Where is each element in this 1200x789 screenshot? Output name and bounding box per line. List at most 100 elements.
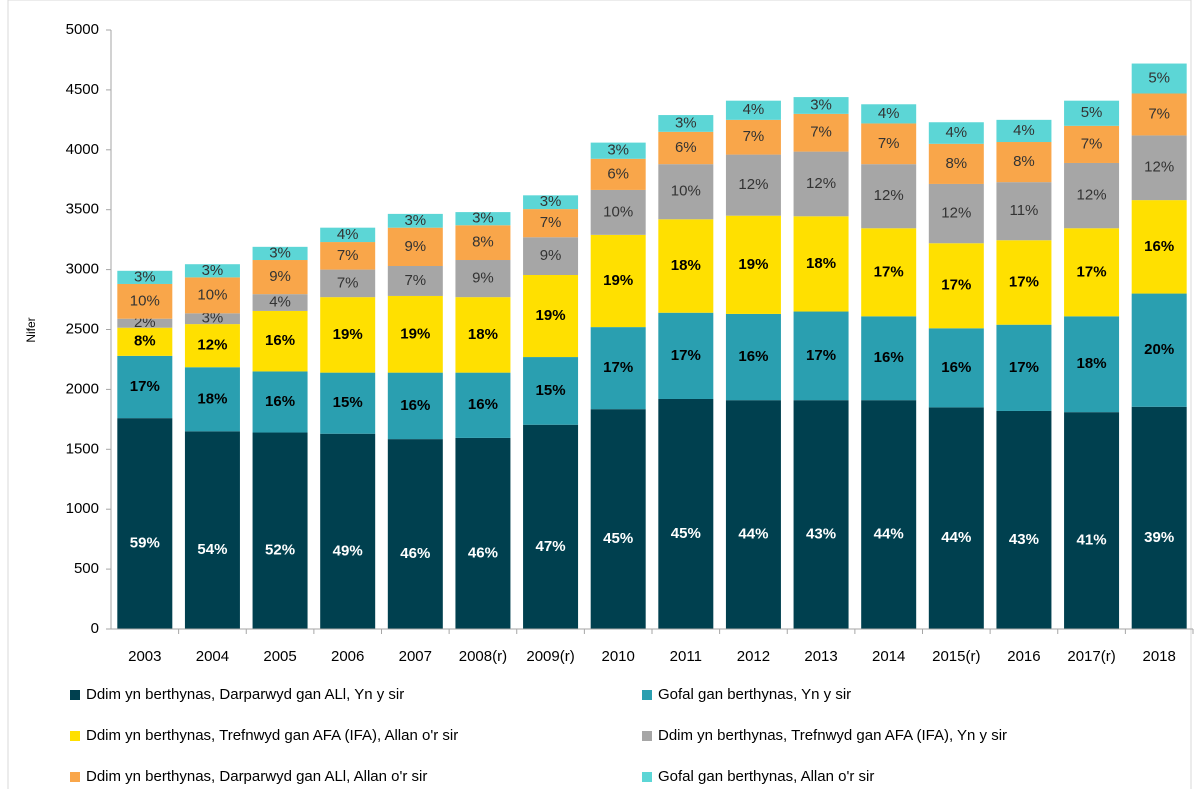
segment-label: 18% <box>1077 355 1107 372</box>
segment-label: 4% <box>878 105 900 122</box>
bar-segment <box>117 327 173 356</box>
segment-label: 4% <box>743 101 765 118</box>
segment-label: 12% <box>1144 159 1174 176</box>
bar-segment <box>658 131 714 165</box>
bar-segment <box>590 234 646 328</box>
bar-segment <box>184 277 240 314</box>
segment-label: 8% <box>134 333 156 350</box>
segment-label: 19% <box>400 325 430 342</box>
segment-label: 18% <box>197 390 227 407</box>
bar-segment <box>996 142 1052 183</box>
segment-label: 12% <box>806 175 836 192</box>
bar-segment <box>793 311 849 401</box>
x-tick-label: 2010 <box>602 648 635 665</box>
segment-label: 10% <box>197 286 227 303</box>
y-tick-label: 4500 <box>66 81 99 98</box>
bar-segment <box>793 97 849 114</box>
legend-label: Ddim yn berthynas, Darparwyd gan ALl, Yn… <box>86 686 404 703</box>
segment-label: 9% <box>540 247 562 264</box>
y-tick-label: 3000 <box>66 261 99 278</box>
x-tick-label: 2015(r) <box>932 648 980 665</box>
bar-segment <box>252 432 308 629</box>
x-tick-label: 2016 <box>1007 648 1040 665</box>
segment-label: 43% <box>1009 531 1039 548</box>
segment-label: 20% <box>1144 341 1174 358</box>
bar-segment <box>117 283 173 319</box>
bar-segment <box>658 312 714 399</box>
segment-label: 18% <box>468 326 498 343</box>
bar-segment <box>523 195 579 210</box>
segment-label: 16% <box>400 397 430 414</box>
bar-segment <box>725 313 781 401</box>
segment-label: 18% <box>671 257 701 274</box>
segment-label: 3% <box>472 210 494 227</box>
segment-label: 17% <box>806 347 836 364</box>
segment-label: 5% <box>1081 104 1103 121</box>
x-tick-label: 2005 <box>263 648 296 665</box>
segment-label: 10% <box>130 292 160 309</box>
bar-segment <box>387 266 443 296</box>
bar-segment <box>184 431 240 629</box>
segment-label: 19% <box>738 256 768 273</box>
segment-label: 59% <box>130 535 160 552</box>
segment-label: 6% <box>607 165 629 182</box>
segment-label: 5% <box>1148 69 1170 86</box>
segment-label: 4% <box>1013 122 1035 139</box>
segment-label: 9% <box>269 268 291 285</box>
segment-label: 10% <box>671 183 701 200</box>
bar-segment <box>996 324 1052 411</box>
segment-label: 17% <box>1009 359 1039 376</box>
segment-label: 44% <box>941 529 971 546</box>
segment-label: 16% <box>1144 238 1174 255</box>
bar-segment <box>523 424 579 629</box>
bar-segment <box>590 327 646 410</box>
segment-label: 3% <box>810 96 832 113</box>
legend-swatch <box>70 772 80 782</box>
legend-swatch <box>642 690 652 700</box>
bar-segment <box>996 119 1052 143</box>
segment-label: 17% <box>671 347 701 364</box>
legend-label: Gofal gan berthynas, Yn y sir <box>658 686 851 703</box>
segment-label: 4% <box>269 294 291 311</box>
bar-segment <box>252 371 308 433</box>
bar-segment <box>455 212 511 226</box>
bar-segment <box>523 237 579 275</box>
x-tick-label: 2018 <box>1143 648 1176 665</box>
bar-segment <box>184 313 240 325</box>
bar-segment <box>590 189 646 235</box>
bar-segment <box>861 104 917 124</box>
bar-segment <box>387 295 443 373</box>
segment-label: 12% <box>1077 187 1107 204</box>
segment-label: 15% <box>536 382 566 399</box>
segment-label: 17% <box>874 263 904 280</box>
bar-segment <box>658 115 714 132</box>
bar-segment <box>117 270 173 284</box>
bar-segment <box>658 164 714 220</box>
bar-segment <box>928 183 984 244</box>
bar-segment <box>928 407 984 629</box>
bar-segment <box>1131 200 1187 294</box>
chart-border <box>7 0 1192 789</box>
bar-segment <box>455 297 511 373</box>
segment-label: 18% <box>806 255 836 272</box>
bar-segment <box>184 264 240 278</box>
segment-label: 46% <box>468 544 498 561</box>
segment-label: 3% <box>202 262 224 279</box>
segment-label: 12% <box>197 337 227 354</box>
y-tick-label: 1000 <box>66 500 99 517</box>
segment-label: 44% <box>874 526 904 543</box>
segment-label: 17% <box>130 378 160 395</box>
segment-label: 52% <box>265 542 295 559</box>
bar-segment <box>252 310 308 372</box>
bar-segment <box>1131 293 1187 407</box>
y-tick-label: 3500 <box>66 201 99 218</box>
bar-segment <box>184 367 240 432</box>
bar-segment <box>590 409 646 629</box>
bar-segment <box>861 228 917 317</box>
segment-label: 49% <box>333 542 363 559</box>
bar-segment <box>725 100 781 120</box>
bar-segment <box>455 260 511 298</box>
bar-segment <box>387 213 443 228</box>
legend-swatch <box>70 690 80 700</box>
